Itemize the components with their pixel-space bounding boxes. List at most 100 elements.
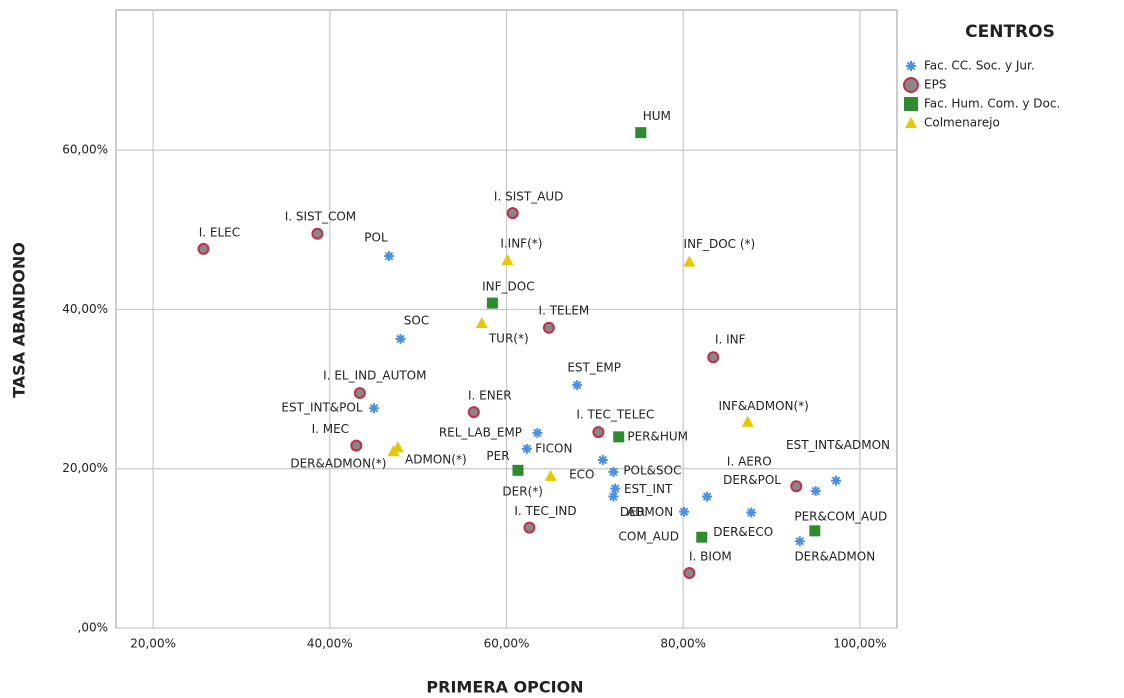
point-shape xyxy=(741,415,754,427)
point-shape xyxy=(533,428,542,438)
point-shape xyxy=(831,476,841,485)
point-label: I. TEC_TELEC xyxy=(576,408,654,422)
point-shape xyxy=(396,334,405,344)
point-shape xyxy=(572,380,582,390)
point xyxy=(523,521,536,534)
point-label: HUM xyxy=(643,109,671,123)
point xyxy=(544,469,557,481)
point xyxy=(197,242,210,255)
point-label: DER&POL xyxy=(723,473,781,487)
point xyxy=(810,486,821,497)
point-shape xyxy=(475,316,488,328)
point xyxy=(794,536,805,547)
point xyxy=(608,491,619,502)
point-shape xyxy=(197,242,210,255)
point xyxy=(592,426,605,439)
point-label: I. SIST_COM xyxy=(285,209,356,223)
point xyxy=(707,351,720,364)
point-shape xyxy=(486,297,498,309)
y-axis-title: TASA ABANDONO xyxy=(10,242,29,398)
point xyxy=(610,483,621,494)
legend-marker xyxy=(906,61,916,71)
point-shape xyxy=(702,492,712,501)
point-shape xyxy=(683,255,696,267)
point xyxy=(486,297,498,309)
point xyxy=(809,525,821,537)
point-label: EST_INT xyxy=(624,482,673,496)
point-label: I. AERO xyxy=(727,455,772,469)
point-label: DER&ADMON xyxy=(794,550,875,564)
point-shape xyxy=(512,464,524,476)
point-label: DER xyxy=(620,505,645,519)
y-tick-label: 20,00% xyxy=(62,461,108,475)
x-tick-label: 100,00% xyxy=(833,637,886,651)
point-shape xyxy=(903,77,919,93)
point-shape xyxy=(592,426,605,439)
point-shape xyxy=(905,117,917,128)
point xyxy=(790,480,803,493)
point xyxy=(532,427,543,438)
point-label: INF_DOC (*) xyxy=(684,237,756,251)
point-shape xyxy=(523,521,536,534)
legend-title: CENTROS xyxy=(965,22,1055,42)
point-label: I.INF(*) xyxy=(500,237,542,251)
point-shape xyxy=(353,387,366,400)
legend-label: Fac. Hum. Com. y Doc. xyxy=(924,97,1060,111)
point-shape xyxy=(707,351,720,364)
x-tick-label: 40,00% xyxy=(307,637,353,651)
point xyxy=(696,531,708,543)
point-label: I. EL_IND_AUTOM xyxy=(323,369,426,383)
point-shape xyxy=(635,127,647,139)
point-label: ECO xyxy=(569,467,594,481)
legend-marker xyxy=(903,77,919,93)
point xyxy=(387,445,400,457)
point xyxy=(683,255,696,267)
point xyxy=(512,464,524,476)
point-label: PER&HUM xyxy=(627,429,688,443)
point xyxy=(572,380,583,391)
point-shape xyxy=(746,508,756,517)
point xyxy=(467,406,480,419)
point-label: REL_LAB_EMP xyxy=(439,425,522,439)
point xyxy=(679,506,690,517)
point-shape xyxy=(696,531,708,543)
point xyxy=(521,443,532,454)
point-label: SOC xyxy=(404,313,429,327)
point-label: I. INF xyxy=(715,333,746,347)
legend-marker xyxy=(905,117,917,128)
y-tick-label: 60,00% xyxy=(62,143,108,157)
legend-label: Fac. CC. Soc. y Jur. xyxy=(924,59,1035,73)
point-label: FICON xyxy=(535,441,572,455)
point xyxy=(475,316,488,328)
point-shape xyxy=(369,403,379,413)
point-label: POL xyxy=(364,231,388,245)
point-shape xyxy=(609,467,618,477)
point xyxy=(613,431,625,443)
point-shape xyxy=(683,567,696,580)
point-label: I. TEC_IND xyxy=(514,504,576,518)
point-shape xyxy=(542,321,555,334)
legend-label: Colmenarejo xyxy=(924,116,1000,130)
point-shape xyxy=(350,439,363,452)
point-label: DER&ECO xyxy=(713,525,773,539)
point-shape xyxy=(522,444,532,454)
point xyxy=(353,387,366,400)
x-tick-label: 80,00% xyxy=(660,637,706,651)
point xyxy=(383,251,394,262)
point xyxy=(597,454,608,465)
point-shape xyxy=(795,536,805,546)
point xyxy=(683,567,696,580)
point xyxy=(311,227,324,240)
point-label: EST_INT&POL xyxy=(281,401,362,415)
point-label: I. BIOM xyxy=(689,550,732,564)
point-label: POL&SOC xyxy=(623,463,681,477)
point xyxy=(746,507,757,518)
point-label: I. ELEC xyxy=(199,225,240,239)
y-tick-label: ,00% xyxy=(78,621,109,635)
point-shape xyxy=(598,455,608,465)
point-label: I. TELEM xyxy=(539,303,590,317)
point-shape xyxy=(906,61,916,71)
point-shape xyxy=(809,525,821,537)
point-shape xyxy=(544,469,557,481)
